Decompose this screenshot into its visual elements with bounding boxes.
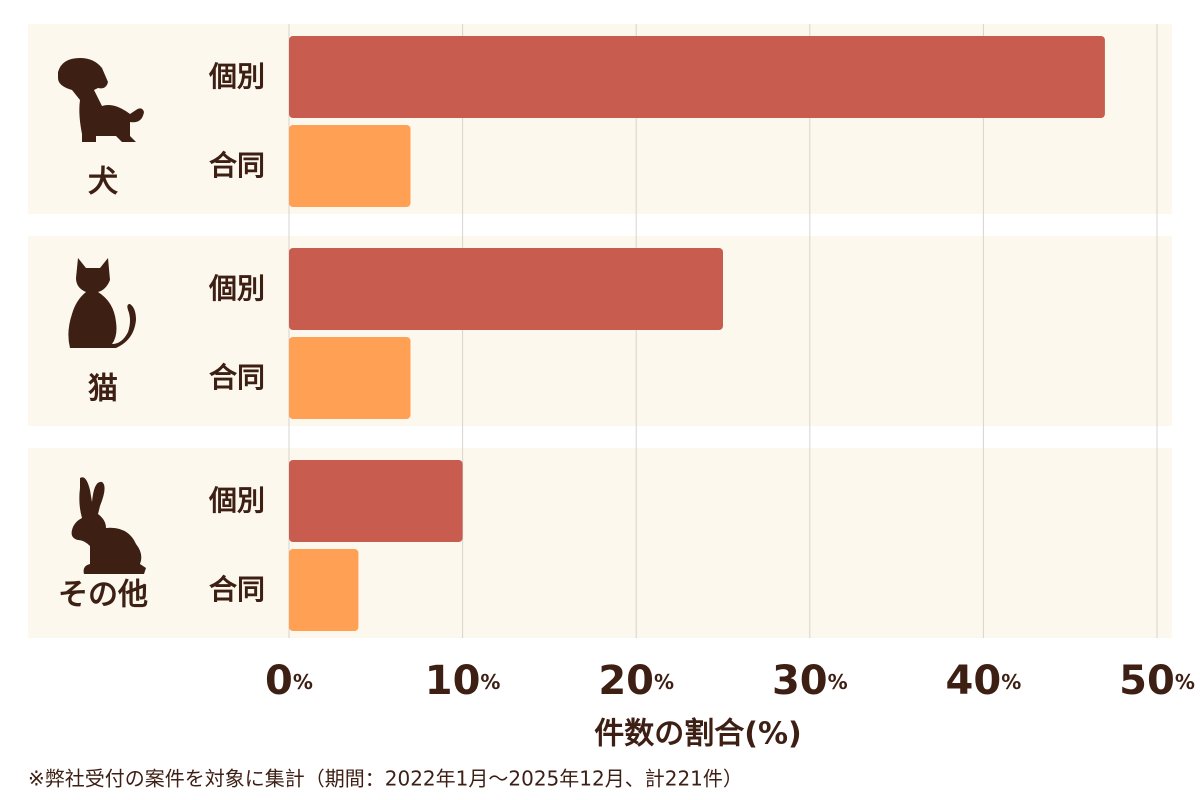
- series-label: 個別: [208, 60, 265, 93]
- x-tick-label: 40%: [946, 658, 1022, 704]
- x-tick-label: 30%: [772, 658, 848, 704]
- bar: [289, 337, 411, 419]
- cat-icon: [68, 258, 136, 348]
- dog-icon: [58, 58, 144, 142]
- group-label: その他: [58, 578, 148, 613]
- rabbit-icon: [71, 477, 146, 574]
- footnote: ※弊社受付の案件を対象に集計（期間：2022年1月～2025年12月、計221件…: [28, 767, 743, 791]
- x-tick-label: 0%: [265, 658, 313, 704]
- group-panel: [28, 448, 1172, 638]
- x-tick-label: 20%: [598, 658, 674, 704]
- x-axis-title: 件数の割合(%): [594, 717, 801, 752]
- group-label: 猫: [88, 372, 118, 407]
- series-label: 合同: [209, 361, 265, 394]
- group-label: 犬: [88, 165, 118, 200]
- x-tick-label: 50%: [1119, 658, 1195, 704]
- series-label: 個別: [208, 272, 265, 305]
- bar: [289, 125, 411, 207]
- icons: [58, 58, 146, 574]
- series-label: 合同: [209, 149, 265, 182]
- bar: [289, 248, 723, 330]
- bar: [289, 549, 359, 631]
- series-label: 個別: [208, 484, 265, 517]
- x-tick-label: 10%: [425, 658, 501, 704]
- series-label: 合同: [209, 573, 265, 606]
- bar: [289, 460, 463, 542]
- bar: [289, 36, 1105, 118]
- bars: [289, 36, 1105, 631]
